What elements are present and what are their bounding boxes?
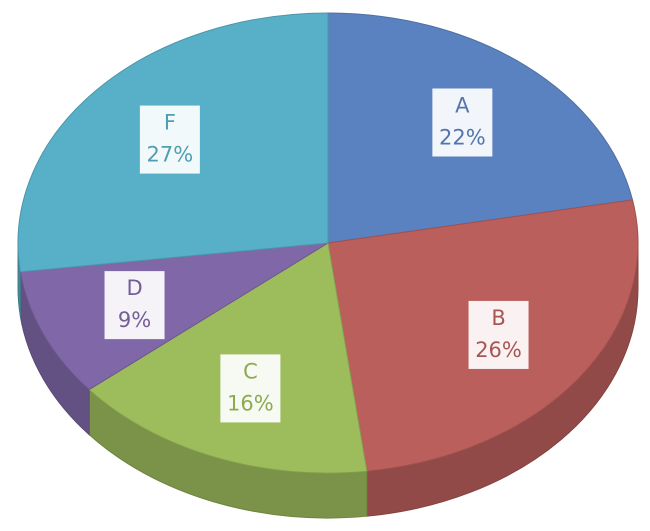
category-label: F <box>164 111 176 135</box>
label-box <box>432 88 493 157</box>
value-label: 9% <box>118 308 151 332</box>
value-label: 16% <box>227 391 274 415</box>
category-label: D <box>126 276 142 300</box>
label-box <box>468 300 529 369</box>
label-box <box>220 354 281 423</box>
value-label: 27% <box>147 143 194 167</box>
value-label: 22% <box>439 125 486 149</box>
label-box <box>139 105 200 174</box>
category-label: A <box>455 93 470 117</box>
value-label: 26% <box>475 338 522 362</box>
category-label: C <box>243 359 258 383</box>
slice <box>19 242 329 391</box>
label-box <box>104 271 165 340</box>
category-label: B <box>491 306 505 330</box>
